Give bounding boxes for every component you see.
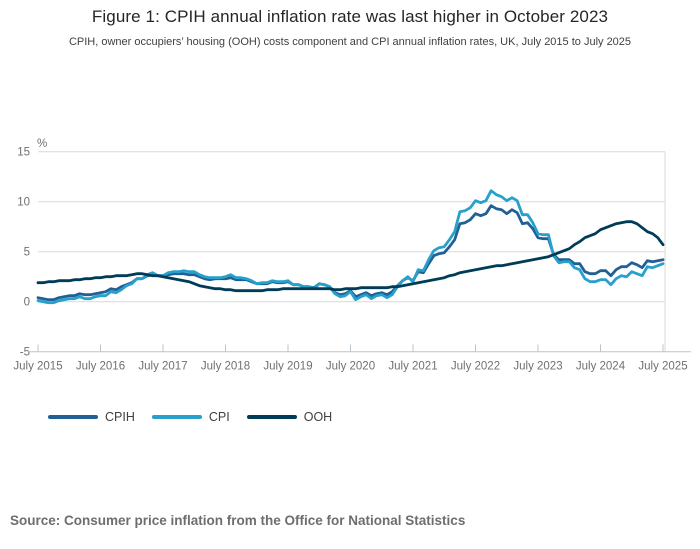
y-axis-unit-label: % — [37, 138, 47, 150]
y-tick-label: 15 — [17, 147, 30, 159]
x-tick-label: July 2024 — [576, 361, 626, 373]
x-tick-label: July 2020 — [326, 361, 375, 373]
series-line-cpih — [36, 204, 665, 302]
ooh-line-swatch — [246, 414, 297, 419]
y-tick-label: 10 — [17, 197, 30, 209]
chart-legend: CPIH CPI OOH — [48, 410, 332, 424]
x-tick-label: July 2016 — [76, 361, 125, 373]
source-note: Source: Consumer price inflation from th… — [10, 513, 466, 528]
line-chart-canvas: 15 10 5 0 -5 July 2015 July 2016 July 2017 July … — [13, 138, 691, 373]
x-tick-label: July 2022 — [451, 361, 500, 373]
x-tick-label: July 2018 — [201, 361, 250, 373]
y-tick-label: 5 — [24, 247, 30, 259]
legend-item-ooh: OOH — [246, 410, 333, 424]
series-line-cpi — [36, 189, 665, 305]
x-tick-label: July 2017 — [138, 361, 187, 373]
legend-label-ooh: OOH — [303, 410, 333, 424]
legend-label-cpih: CPIH — [105, 410, 135, 424]
figure-subtitle: CPIH, owner occupiers’ housing (OOH) cos… — [68, 36, 632, 48]
legend-label-cpi: CPI — [208, 410, 230, 424]
x-tick-label: July 2015 — [13, 361, 62, 373]
cpi-line-swatch — [151, 414, 202, 419]
x-tick-label: July 2023 — [513, 361, 562, 373]
y-tick-label: -5 — [20, 347, 30, 359]
x-tick-label: July 2025 — [638, 361, 687, 373]
series-line-ooh — [36, 220, 665, 293]
cpih-line-swatch — [48, 414, 98, 419]
figure-title: Figure 1: CPIH annual inflation rate was… — [91, 7, 609, 26]
x-tick-label: July 2021 — [388, 361, 437, 373]
legend-item-cpih: CPIH — [48, 410, 135, 424]
x-tick-label: July 2019 — [263, 361, 312, 373]
legend-item-cpi: CPI — [151, 410, 230, 424]
y-tick-label: 0 — [24, 297, 30, 309]
